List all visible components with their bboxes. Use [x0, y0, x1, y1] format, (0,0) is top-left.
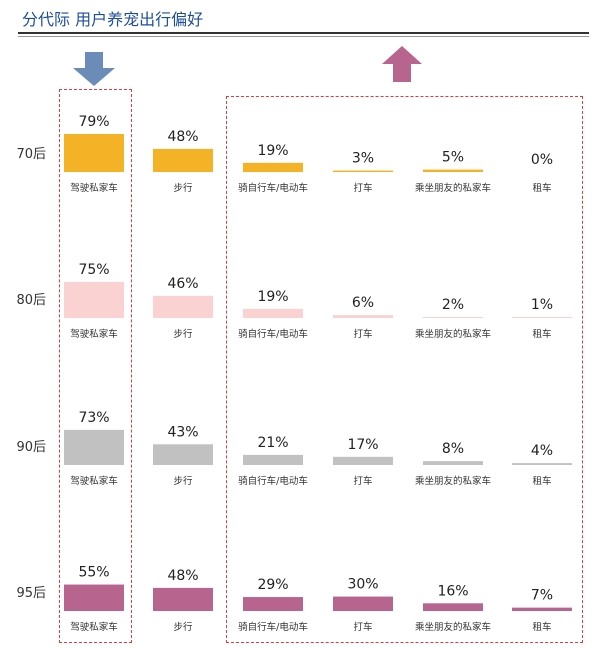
- category-label-70--3: 打车: [353, 182, 372, 194]
- bar-80--2: [243, 308, 303, 318]
- value-label-70--1: 48%: [167, 129, 198, 145]
- bar-80--3: [333, 315, 393, 318]
- category-label-90--5: 租车: [532, 475, 551, 487]
- value-label-70--5: 0%: [531, 152, 553, 168]
- value-label-90--2: 21%: [257, 435, 288, 451]
- bar-90--3: [333, 456, 393, 465]
- value-label-80--0: 75%: [78, 262, 109, 278]
- bar-95--2: [243, 597, 303, 611]
- bar-80--0: [64, 281, 124, 318]
- bar-70--0: [64, 134, 124, 172]
- value-label-95--0: 55%: [78, 565, 109, 581]
- value-label-95--2: 29%: [257, 577, 288, 593]
- bar-70--2: [243, 162, 303, 172]
- bar-70--1: [153, 148, 213, 172]
- value-label-80--5: 1%: [531, 297, 553, 313]
- value-label-70--3: 3%: [352, 151, 374, 167]
- bar-90--4: [423, 461, 483, 465]
- value-label-95--4: 16%: [437, 583, 468, 599]
- bar-80--4: [423, 317, 483, 318]
- category-label-70--5: 租车: [532, 182, 551, 194]
- category-label-70--0: 驾驶私家车: [70, 182, 118, 194]
- category-label-80--1: 步行: [173, 328, 193, 340]
- decrease-group-box: [59, 89, 132, 643]
- value-label-80--4: 2%: [442, 297, 464, 313]
- category-label-90--4: 乘坐朋友的私家车: [415, 475, 491, 487]
- title-divider-thin: [18, 36, 589, 37]
- bar-90--0: [64, 429, 124, 465]
- category-label-90--0: 驾驶私家车: [70, 475, 118, 487]
- category-label-70--4: 乘坐朋友的私家车: [415, 182, 491, 194]
- bar-90--1: [153, 444, 213, 465]
- increase-group-box: [226, 96, 583, 643]
- row-label-90-: 90后: [16, 440, 46, 455]
- value-label-70--0: 79%: [78, 114, 109, 130]
- up-arrow-icon: [382, 46, 422, 82]
- category-label-80--5: 租车: [532, 328, 551, 340]
- row-label-70-: 70后: [16, 147, 46, 162]
- value-label-95--5: 7%: [531, 588, 553, 604]
- value-label-90--1: 43%: [167, 424, 198, 440]
- category-label-90--2: 骑自行车/电动车: [238, 475, 308, 487]
- bar-80--1: [153, 295, 213, 318]
- value-label-90--0: 73%: [78, 410, 109, 426]
- value-label-80--2: 19%: [257, 289, 288, 305]
- category-label-90--1: 步行: [173, 475, 193, 487]
- bar-90--2: [243, 454, 303, 465]
- category-label-80--2: 骑自行车/电动车: [238, 328, 308, 340]
- value-label-70--4: 5%: [442, 150, 464, 166]
- bar-90--5: [512, 463, 572, 465]
- category-label-95--2: 骑自行车/电动车: [238, 621, 308, 633]
- bar-95--0: [64, 584, 124, 611]
- category-label-95--0: 驾驶私家车: [70, 621, 118, 633]
- bar-80--5: [512, 317, 572, 318]
- category-label-95--3: 打车: [353, 621, 372, 633]
- down-arrow-icon: [73, 52, 115, 86]
- category-label-80--4: 乘坐朋友的私家车: [415, 328, 491, 340]
- category-label-95--5: 租车: [532, 621, 551, 633]
- bar-70--4: [423, 169, 483, 172]
- bar-95--4: [423, 603, 483, 611]
- bar-95--3: [333, 596, 393, 611]
- value-label-80--1: 46%: [167, 276, 198, 292]
- category-label-80--0: 驾驶私家车: [70, 328, 118, 340]
- category-label-90--3: 打车: [353, 475, 372, 487]
- category-label-80--3: 打车: [353, 328, 372, 340]
- value-label-95--1: 48%: [167, 568, 198, 584]
- category-label-95--4: 乘坐朋友的私家车: [415, 621, 491, 633]
- value-label-70--2: 19%: [257, 143, 288, 159]
- value-label-90--3: 17%: [347, 437, 378, 453]
- bar-70--3: [333, 170, 393, 172]
- bar-95--1: [153, 587, 213, 611]
- category-label-70--2: 骑自行车/电动车: [238, 182, 308, 194]
- category-label-95--1: 步行: [173, 621, 193, 633]
- page-title: 分代际 用户养宠出行偏好: [22, 10, 204, 29]
- row-label-95-: 95后: [16, 586, 46, 601]
- row-label-80-: 80后: [16, 293, 46, 308]
- title-divider: [18, 32, 589, 34]
- value-label-90--5: 4%: [531, 443, 553, 459]
- value-label-95--3: 30%: [347, 577, 378, 593]
- value-label-90--4: 8%: [442, 441, 464, 457]
- value-label-80--3: 6%: [352, 295, 374, 311]
- category-label-70--1: 步行: [173, 182, 193, 194]
- bar-95--5: [512, 607, 572, 611]
